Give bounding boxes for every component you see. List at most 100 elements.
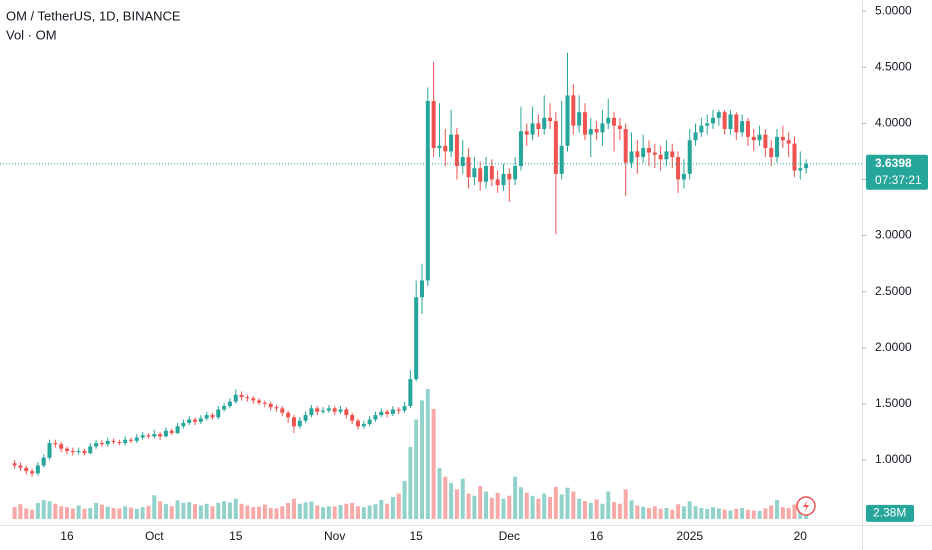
volume-bar [588, 502, 593, 519]
volume-bar [711, 507, 715, 519]
volume-bar [274, 508, 279, 519]
volume-bar [431, 408, 436, 519]
candle-body [425, 100, 430, 281]
volume-bar [315, 505, 320, 519]
volume-bar [129, 507, 133, 519]
volume-bar [443, 476, 448, 519]
volume-bar [187, 502, 192, 519]
candle-body [30, 471, 35, 474]
candle-body [472, 168, 477, 178]
candle-body [152, 434, 157, 437]
candle-body [501, 173, 506, 186]
candle-body [76, 450, 81, 453]
x-tick-label: 20 [794, 529, 808, 543]
volume-bar [676, 504, 681, 519]
volume-bar [379, 499, 384, 519]
volume-bar [652, 506, 657, 519]
candle-body [635, 151, 640, 158]
volume-bar [59, 506, 64, 519]
candle-body [792, 143, 797, 171]
x-tick-label: 2025 [676, 529, 703, 543]
candle-body [606, 117, 611, 124]
last-price-label: 3.6398 [875, 156, 912, 170]
volume-bar [792, 504, 797, 519]
volume-bar [722, 509, 727, 519]
x-tick-label: Nov [324, 529, 345, 543]
volume-bar [134, 508, 139, 519]
volume-bar [367, 505, 372, 519]
candle-body [344, 409, 349, 416]
volume-bar [472, 495, 477, 519]
volume-bar [420, 400, 424, 519]
volume-bar [513, 476, 518, 519]
candle-body [484, 166, 489, 182]
candle-body [338, 409, 343, 412]
candle-body [693, 132, 698, 141]
candle-body [390, 409, 395, 414]
volume-bar [437, 468, 442, 519]
volume-bar [361, 507, 366, 519]
candle-body [681, 173, 686, 180]
volume-bar [530, 496, 535, 519]
volume-bar [158, 501, 163, 519]
candle-body [676, 157, 681, 180]
volume-bar [99, 504, 104, 519]
volume-bar [402, 480, 407, 519]
volume-bar [262, 504, 267, 519]
volume-bar [751, 510, 756, 519]
y-tick-label: 1.0000 [875, 452, 912, 466]
candle-body [518, 131, 523, 167]
candle-body [251, 398, 256, 401]
candle-body [582, 112, 587, 135]
volume-bar [617, 503, 622, 519]
candle-body [158, 434, 163, 437]
candle-body [227, 401, 232, 407]
candle-body [652, 152, 657, 155]
candle-body [140, 435, 145, 438]
volume-bar [408, 447, 413, 519]
volume-bar [699, 507, 704, 519]
volume-bar [146, 505, 151, 519]
candle-body [751, 136, 756, 141]
x-tick-label: 16 [590, 529, 604, 543]
volume-bar [53, 503, 58, 519]
candle-body [565, 95, 570, 146]
y-tick-label: 4.5000 [875, 59, 912, 73]
volume-bar [169, 506, 174, 519]
volume-bar [193, 504, 198, 519]
volume-bar [227, 502, 232, 519]
candle-body [443, 145, 448, 152]
volume-bar [705, 508, 710, 519]
volume-bar [454, 489, 459, 519]
volume-bar [297, 503, 302, 519]
y-tick-label: 1.5000 [875, 396, 912, 410]
candle-body [617, 125, 622, 130]
volume-bar [117, 508, 122, 519]
candle-body [117, 441, 122, 444]
candle-body [728, 114, 733, 130]
candle-body [437, 145, 442, 149]
volume-bar [716, 508, 721, 519]
volume-bar [12, 507, 17, 519]
candle-body [745, 121, 750, 137]
candle-body [530, 123, 535, 135]
y-tick-label: 3.0000 [875, 228, 912, 242]
candle-body [239, 394, 244, 398]
candle-body [449, 134, 454, 152]
candle-body [123, 439, 128, 444]
candle-body [105, 440, 110, 445]
candle-body [670, 151, 675, 158]
candle-body [420, 280, 424, 298]
volume-bar [280, 506, 285, 519]
volume-bar [565, 487, 570, 519]
candle-body [536, 123, 541, 130]
candle-body [629, 151, 634, 163]
candle-body [99, 443, 104, 445]
volume-bar [466, 493, 471, 519]
volume-bar [140, 507, 145, 519]
candle-layer [12, 52, 809, 477]
alert-icon[interactable] [796, 496, 816, 516]
candle-body [291, 417, 296, 427]
candle-body [478, 168, 483, 182]
